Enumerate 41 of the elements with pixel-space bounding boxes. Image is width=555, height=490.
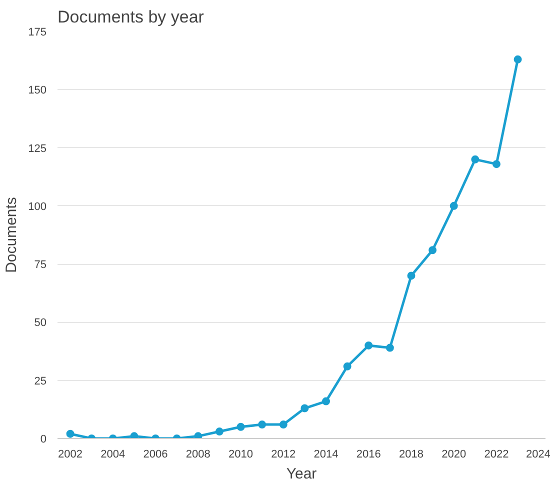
point xyxy=(471,155,480,164)
y-tick-label: 100 xyxy=(28,200,47,213)
point xyxy=(386,344,394,352)
y-tick-label: 25 xyxy=(34,375,47,388)
x-tick-label: 2006 xyxy=(143,448,168,460)
y-tick-label: 150 xyxy=(28,84,47,97)
chart-title: Documents by year xyxy=(58,8,204,26)
point xyxy=(428,246,437,254)
point xyxy=(194,432,202,438)
x-tick-label: 2004 xyxy=(100,448,126,460)
point xyxy=(343,362,352,370)
point xyxy=(492,160,500,168)
y-tick-label: 125 xyxy=(28,142,47,155)
y-tick-label: 175 xyxy=(28,26,47,38)
y-tick-label: 0 xyxy=(40,434,47,446)
x-tick-label: 2010 xyxy=(228,448,254,460)
x-tick-label: 2002 xyxy=(58,448,83,460)
point xyxy=(322,397,330,406)
point xyxy=(66,430,74,438)
point xyxy=(258,420,266,429)
point xyxy=(407,272,416,280)
x-tick-label: 2024 xyxy=(526,448,551,460)
x-tick-label: 2014 xyxy=(314,448,338,460)
x-tick-label: 2022 xyxy=(484,448,509,460)
point xyxy=(130,432,138,438)
y-tick-label: 50 xyxy=(34,317,47,330)
y-axis-title: Documents xyxy=(3,197,20,273)
point xyxy=(215,428,224,436)
x-axis-title: Year xyxy=(286,466,317,482)
point xyxy=(300,404,309,412)
point xyxy=(450,202,458,210)
point xyxy=(279,420,288,429)
x-tick-label: 2018 xyxy=(399,448,424,460)
point xyxy=(364,341,373,350)
x-tick-label: 2016 xyxy=(356,448,381,460)
y-tick-label: 75 xyxy=(34,259,47,272)
point xyxy=(514,55,522,64)
x-tick-label: 2012 xyxy=(271,448,296,460)
point xyxy=(236,422,245,431)
x-tick-label: 2020 xyxy=(442,448,466,460)
x-tick-label: 2008 xyxy=(186,448,210,460)
